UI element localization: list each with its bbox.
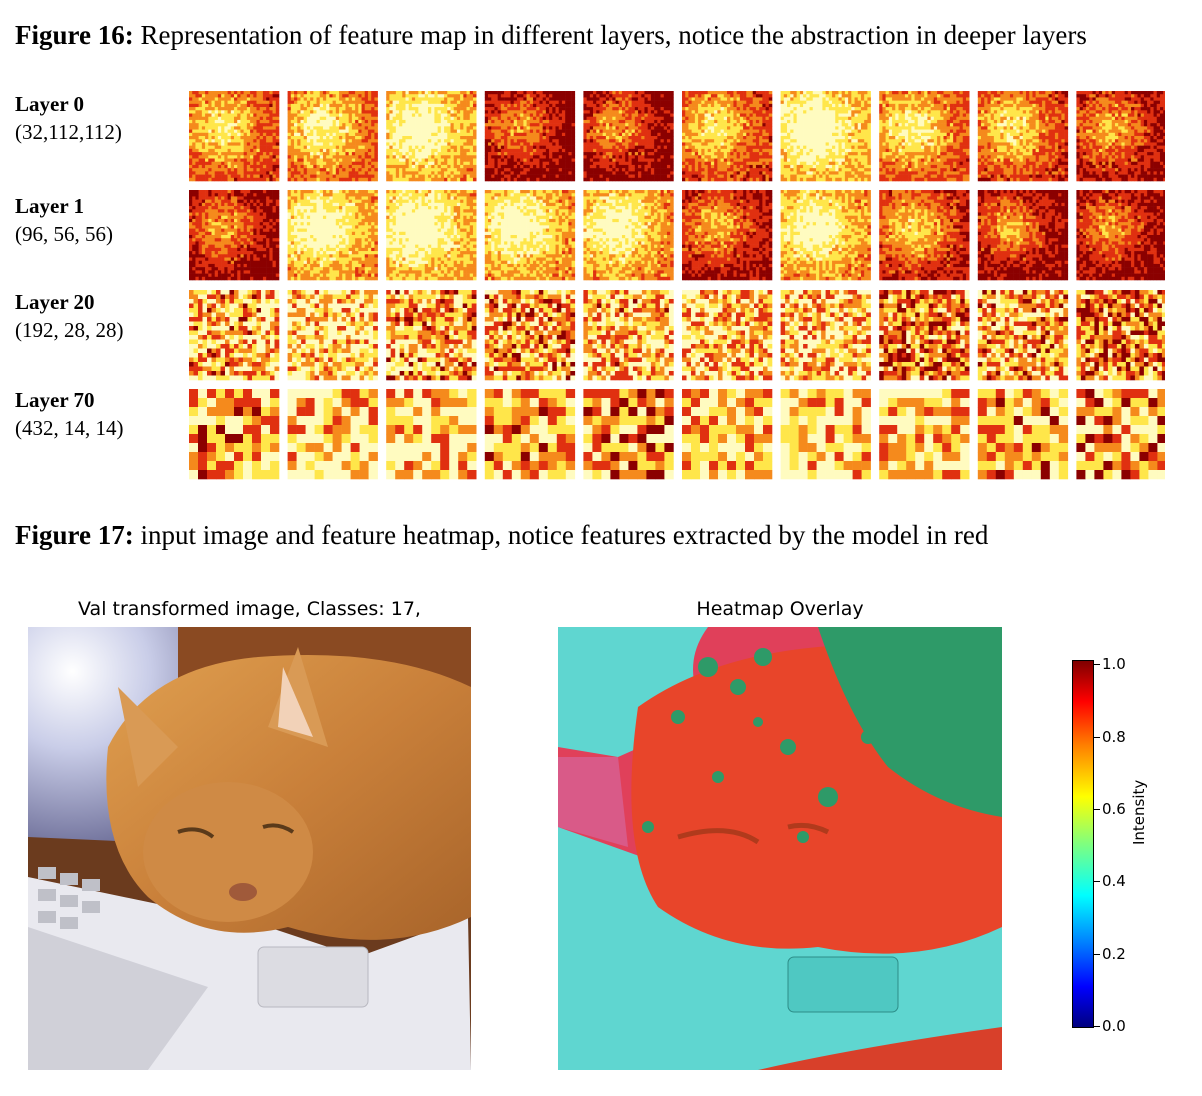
- colorbar-axis-label: Intensity: [1130, 780, 1148, 845]
- layer-name: Layer 0: [15, 90, 122, 118]
- feature-map-thumbnail: [287, 190, 378, 281]
- input-cat-image: [28, 627, 471, 1070]
- feature-map-thumbnail: [484, 389, 576, 480]
- feature-map-thumbnail: [682, 389, 773, 480]
- feature-map-thumbnail: [484, 91, 576, 182]
- colorbar: [1072, 660, 1094, 1028]
- feature-map-thumbnail: [780, 190, 871, 281]
- colorbar-tick-label: 0.8: [1102, 729, 1126, 745]
- feature-map-thumbnail: [977, 91, 1069, 182]
- feature-map-thumbnail: [682, 290, 773, 381]
- feature-map-thumbnail: [780, 290, 871, 381]
- figure-16-caption: Figure 16: Representation of feature map…: [15, 20, 1087, 51]
- colorbar-tick: [1094, 881, 1100, 882]
- colorbar-tick: [1094, 664, 1100, 665]
- input-image-title: Val transformed image, Classes: 17,: [28, 598, 471, 620]
- feature-map-row-layer-1: [189, 190, 1165, 282]
- feature-map-thumbnail: [879, 290, 970, 381]
- feature-map-thumbnail: [780, 91, 871, 182]
- feature-map-thumbnail: [287, 91, 378, 182]
- feature-map-thumbnail: [386, 91, 477, 182]
- heatmap-title: Heatmap Overlay: [558, 598, 1002, 620]
- feature-map-thumbnail: [386, 290, 477, 381]
- feature-map-thumbnail: [484, 190, 576, 281]
- feature-map-thumbnail: [879, 190, 970, 281]
- layer-label-0: Layer 0 (32,112,112): [15, 90, 122, 146]
- layer-label-20: Layer 20 (192, 28, 28): [15, 288, 124, 344]
- feature-map-thumbnail: [1076, 290, 1165, 381]
- layer-shape: (192, 28, 28): [15, 316, 124, 344]
- feature-map-thumbnail: [879, 389, 970, 480]
- feature-map-thumbnail: [1076, 389, 1165, 480]
- figure-17-label: Figure 17:: [15, 520, 134, 550]
- colorbar-tick-label: 1.0: [1102, 656, 1126, 672]
- layer-label-1: Layer 1 (96, 56, 56): [15, 192, 113, 248]
- colorbar-tick: [1094, 954, 1100, 955]
- colorbar-tick-label: 0.2: [1102, 946, 1126, 962]
- feature-map-thumbnail: [583, 389, 674, 480]
- feature-map-thumbnail: [977, 190, 1069, 281]
- feature-map-thumbnail: [1076, 190, 1165, 281]
- feature-map-thumbnail: [386, 389, 477, 480]
- feature-map-thumbnail: [189, 290, 280, 381]
- layer-label-70: Layer 70 (432, 14, 14): [15, 386, 124, 442]
- figure-16-label: Figure 16:: [15, 20, 134, 50]
- figure-17-caption: Figure 17: input image and feature heatm…: [15, 520, 988, 551]
- layer-name: Layer 1: [15, 192, 113, 220]
- feature-map-thumbnail: [780, 389, 871, 480]
- feature-map-row-layer-0: [189, 91, 1165, 183]
- feature-map-thumbnail: [583, 91, 674, 182]
- feature-map-thumbnail: [287, 389, 378, 480]
- feature-map-thumbnail: [977, 290, 1069, 381]
- feature-map-thumbnail: [1076, 91, 1165, 182]
- feature-map-thumbnail: [484, 290, 576, 381]
- feature-map-thumbnail: [287, 290, 378, 381]
- layer-name: Layer 70: [15, 386, 124, 414]
- layer-shape: (432, 14, 14): [15, 414, 124, 442]
- colorbar-tick: [1094, 809, 1100, 810]
- feature-map-row-layer-20: [189, 290, 1165, 382]
- layer-shape: (96, 56, 56): [15, 220, 113, 248]
- feature-map-thumbnail: [682, 190, 773, 281]
- feature-map-thumbnail: [879, 91, 970, 182]
- feature-map-thumbnail: [583, 190, 674, 281]
- heatmap-overlay-image: [558, 627, 1002, 1070]
- feature-map-thumbnail: [977, 389, 1069, 480]
- colorbar-tick: [1094, 1026, 1100, 1027]
- feature-map-thumbnail: [189, 190, 280, 281]
- figure-16-text: Representation of feature map in differe…: [134, 20, 1086, 50]
- layer-name: Layer 20: [15, 288, 124, 316]
- figure-17-text: input image and feature heatmap, notice …: [134, 520, 988, 550]
- feature-map-thumbnail: [386, 190, 477, 281]
- feature-map-row-layer-70: [189, 389, 1165, 481]
- colorbar-tick-label: 0.6: [1102, 801, 1126, 817]
- feature-map-thumbnail: [189, 389, 280, 480]
- layer-shape: (32,112,112): [15, 118, 122, 146]
- feature-map-thumbnail: [583, 290, 674, 381]
- colorbar-tick-label: 0.4: [1102, 873, 1126, 889]
- feature-map-thumbnail: [189, 91, 280, 182]
- colorbar-tick-label: 0.0: [1102, 1018, 1126, 1034]
- feature-map-thumbnail: [682, 91, 773, 182]
- colorbar-tick: [1094, 737, 1100, 738]
